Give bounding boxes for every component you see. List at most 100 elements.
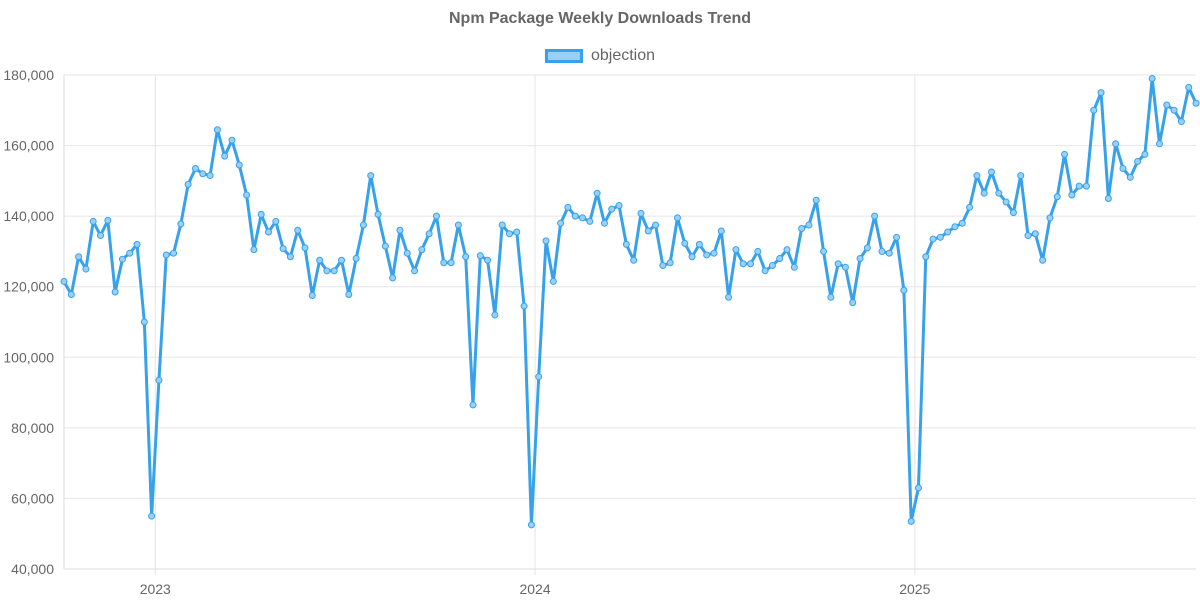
data-point[interactable] — [476, 252, 484, 260]
data-point[interactable] — [936, 233, 944, 241]
data-point[interactable] — [958, 219, 966, 227]
data-point[interactable] — [221, 152, 229, 160]
data-point[interactable] — [535, 373, 543, 381]
data-point[interactable] — [608, 205, 616, 213]
data-point[interactable] — [725, 293, 733, 301]
data-point[interactable] — [885, 249, 893, 257]
data-point[interactable] — [1148, 75, 1156, 83]
data-point[interactable] — [1024, 232, 1032, 240]
data-point[interactable] — [243, 191, 251, 199]
data-point[interactable] — [1082, 182, 1090, 190]
data-point[interactable] — [790, 263, 798, 271]
data-point[interactable] — [491, 311, 499, 319]
data-point[interactable] — [75, 253, 83, 261]
data-point[interactable] — [673, 214, 681, 222]
data-point[interactable] — [1192, 99, 1200, 107]
data-point[interactable] — [498, 221, 506, 229]
data-point[interactable] — [768, 262, 776, 270]
data-point[interactable] — [1185, 83, 1193, 91]
legend[interactable]: objection — [0, 47, 1200, 65]
data-point[interactable] — [155, 376, 163, 384]
data-point[interactable] — [294, 226, 302, 234]
data-point[interactable] — [133, 240, 141, 248]
data-point[interactable] — [520, 302, 528, 310]
data-point[interactable] — [666, 259, 674, 267]
data-point[interactable] — [527, 521, 535, 529]
data-point[interactable] — [60, 277, 68, 285]
data-point[interactable] — [111, 288, 119, 296]
data-point[interactable] — [907, 517, 915, 525]
data-point[interactable] — [900, 286, 908, 294]
data-point[interactable] — [732, 246, 740, 254]
legend-label[interactable]: objection — [590, 47, 656, 64]
data-point[interactable] — [505, 230, 513, 238]
data-point[interactable] — [710, 249, 718, 257]
data-point[interactable] — [338, 256, 346, 264]
data-point[interactable] — [199, 170, 207, 178]
data-point[interactable] — [82, 265, 90, 273]
data-point[interactable] — [1155, 140, 1163, 148]
data-point[interactable] — [1002, 198, 1010, 206]
data-point[interactable] — [272, 217, 280, 225]
data-point[interactable] — [863, 244, 871, 252]
data-point[interactable] — [630, 256, 638, 264]
data-point[interactable] — [834, 260, 842, 268]
data-point[interactable] — [659, 262, 667, 270]
data-point[interactable] — [593, 189, 601, 197]
data-point[interactable] — [966, 203, 974, 211]
data-point[interactable] — [345, 290, 353, 298]
data-point[interactable] — [703, 251, 711, 259]
data-point[interactable] — [104, 216, 112, 224]
data-point[interactable] — [264, 228, 272, 236]
data-point[interactable] — [170, 249, 178, 257]
data-point[interactable] — [1031, 230, 1039, 238]
data-point[interactable] — [717, 227, 725, 235]
data-point[interactable] — [425, 230, 433, 238]
data-point[interactable] — [579, 214, 587, 222]
data-point[interactable] — [447, 259, 455, 267]
data-point[interactable] — [783, 246, 791, 254]
data-point[interactable] — [995, 189, 1003, 197]
data-point[interactable] — [352, 254, 360, 262]
data-point[interactable] — [1009, 209, 1017, 217]
data-point[interactable] — [856, 254, 864, 262]
data-point[interactable] — [542, 237, 550, 245]
data-point[interactable] — [820, 247, 828, 255]
data-point[interactable] — [1177, 118, 1185, 126]
data-point[interactable] — [805, 221, 813, 229]
data-point[interactable] — [1163, 101, 1171, 109]
data-point[interactable] — [644, 227, 652, 235]
data-point[interactable] — [513, 228, 521, 236]
data-point[interactable] — [1097, 89, 1105, 97]
data-point[interactable] — [177, 220, 185, 228]
legend-swatch[interactable] — [544, 49, 583, 63]
data-point[interactable] — [89, 217, 97, 225]
data-point[interactable] — [148, 512, 156, 520]
data-point[interactable] — [1141, 150, 1149, 158]
data-point[interactable] — [1126, 173, 1134, 181]
data-point[interactable] — [1112, 140, 1120, 148]
data-point[interactable] — [980, 189, 988, 197]
data-point[interactable] — [162, 251, 170, 259]
data-point[interactable] — [776, 254, 784, 262]
data-point[interactable] — [827, 293, 835, 301]
data-point[interactable] — [484, 256, 492, 264]
data-point[interactable] — [695, 240, 703, 248]
data-point[interactable] — [571, 212, 579, 220]
data-point[interactable] — [279, 245, 287, 253]
data-point[interactable] — [951, 223, 959, 231]
data-point[interactable] — [922, 253, 930, 261]
data-point[interactable] — [301, 244, 309, 252]
data-point[interactable] — [1061, 150, 1069, 158]
data-point[interactable] — [681, 239, 689, 247]
data-point[interactable] — [381, 242, 389, 250]
data-point[interactable] — [812, 196, 820, 204]
data-point[interactable] — [688, 253, 696, 261]
data-point[interactable] — [637, 209, 645, 217]
data-point[interactable] — [914, 484, 922, 492]
data-point[interactable] — [1068, 191, 1076, 199]
data-point[interactable] — [469, 401, 477, 409]
data-point[interactable] — [549, 277, 557, 285]
data-point[interactable] — [316, 256, 324, 264]
data-point[interactable] — [871, 212, 879, 220]
